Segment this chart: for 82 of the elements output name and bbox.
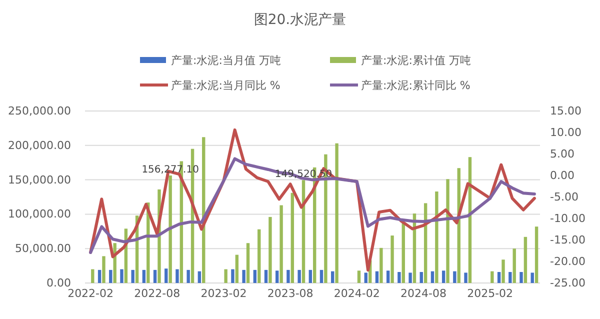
bar [524,236,528,283]
bar [264,270,268,283]
y-tick-label: 50,000.00 [15,242,71,256]
legend-label: 产量:水泥:当月同比 % [171,79,280,92]
y2-tick-label: -20.00 [550,255,586,268]
bar [497,272,501,283]
bar [508,272,512,283]
bar [357,270,361,283]
bar [242,270,246,283]
bar [164,268,168,283]
bar [198,271,202,283]
bar [386,270,390,283]
bar [446,179,450,283]
bar [91,269,94,283]
x-tick-label: 2023-02 [200,286,247,300]
bar [308,270,312,283]
chart-title: 图20.水泥产量 [254,12,346,28]
bar [453,271,456,283]
y2-tick-label: -5.00 [550,190,578,204]
x-tick-label: 2024-08 [400,286,446,300]
bar [375,271,379,283]
bar [502,260,505,283]
legend-label: 产量:水泥:当月值 万吨 [171,54,281,67]
bar [235,254,239,283]
bar [224,269,228,283]
bar [330,271,334,283]
bar [530,272,534,283]
bar [420,272,423,283]
bar [98,270,102,283]
line-series [89,157,536,254]
bar [534,226,538,283]
bar [398,272,401,283]
y2-tick-label: -15.00 [550,234,586,247]
bar [364,272,368,283]
y-tick-label: 150,000.00 [8,173,71,186]
bar [276,270,279,283]
bar [442,270,446,283]
y2-tick-label: 5.00 [550,148,574,161]
x-tick-label: 2022-08 [134,286,180,300]
y2-tick-label: 15.00 [550,104,582,118]
y-tick-label: 100,000.00 [8,208,71,221]
bar [102,256,106,283]
bar [335,143,338,283]
bar [380,248,383,283]
y-tick-label: 200,000.00 [8,138,71,152]
bar [142,270,146,283]
bar [153,270,157,283]
x-tick-label: 2023-08 [267,286,314,300]
bar [286,270,290,283]
y2-tick-label: -10.00 [550,212,586,226]
bar [408,272,412,283]
bar [253,270,257,283]
bar [464,272,468,283]
bar [320,270,324,283]
x-tick-label: 2024-02 [334,286,380,300]
y2-tick-label: 0.00 [550,169,574,182]
bar [258,229,261,283]
x-tick-label: 2025-02 [467,286,514,300]
bar [520,272,523,283]
bar [246,243,250,283]
bar [131,270,134,283]
bar [176,269,179,283]
bar [298,270,301,283]
bar [390,236,394,283]
bar [490,271,494,283]
bar [430,271,434,283]
bar [168,175,172,283]
bar [435,191,438,283]
bar [231,269,234,283]
y-tick-label: 250,000.00 [8,104,71,118]
bar [120,269,124,283]
bar [402,223,405,283]
bar [186,270,190,283]
legend-label: 产量:水泥:累计值 万吨 [361,54,471,67]
legend-label: 产量:水泥:累计同比 % [361,79,470,92]
y2-tick-label: 10.00 [550,126,582,140]
y2-tick-label: -25.00 [550,276,586,290]
bar [512,248,516,283]
bar [290,192,294,283]
bar [109,270,112,283]
bar [268,216,272,283]
bar [280,205,283,283]
